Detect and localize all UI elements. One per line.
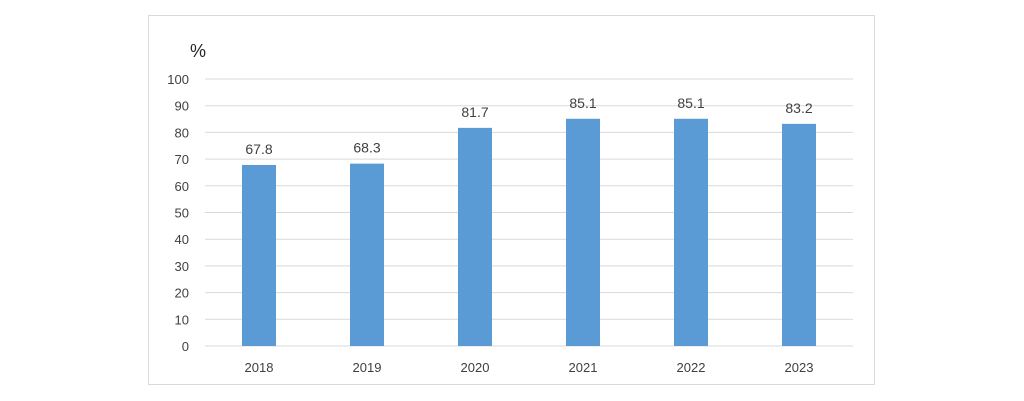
data-label: 85.1 (569, 95, 596, 111)
data-label: 68.3 (353, 140, 380, 156)
y-tick-label: 70 (175, 152, 189, 167)
y-tick-label: 100 (167, 72, 189, 87)
y-unit-label: % (190, 41, 206, 61)
y-tick-label: 30 (175, 259, 189, 274)
y-tick-label: 20 (175, 286, 189, 301)
y-tick-label: 50 (175, 206, 189, 221)
y-tick-label: 60 (175, 179, 189, 194)
bar (674, 118, 708, 347)
x-tick-label: 2023 (785, 360, 814, 375)
data-label: 81.7 (461, 104, 488, 120)
bar (458, 127, 492, 347)
y-tick-label: 10 (175, 312, 189, 327)
x-tick-label: 2018 (245, 360, 274, 375)
data-label: 67.8 (245, 141, 272, 157)
bar (566, 118, 600, 347)
x-tick-label: 2019 (353, 360, 382, 375)
x-tick-label: 2021 (569, 360, 598, 375)
x-axis-ticks: 2018 2019 2020 2021 2022 2023 (245, 360, 814, 375)
y-tick-label: 0 (182, 339, 189, 354)
y-tick-label: 80 (175, 125, 189, 140)
data-label: 85.1 (677, 95, 704, 111)
bar (242, 164, 276, 346)
bars (242, 118, 816, 347)
y-tick-label: 40 (175, 232, 189, 247)
y-tick-label: 90 (175, 99, 189, 114)
gridlines (205, 78, 853, 347)
x-tick-label: 2022 (677, 360, 706, 375)
x-tick-label: 2020 (461, 360, 490, 375)
y-axis-ticks: 0 10 20 30 40 50 60 70 80 90 100 (167, 72, 189, 354)
data-labels: 67.8 68.3 81.7 85.1 85.1 83.2 (245, 95, 812, 157)
data-label: 83.2 (785, 100, 812, 116)
bar (350, 163, 384, 346)
bar (782, 123, 816, 346)
